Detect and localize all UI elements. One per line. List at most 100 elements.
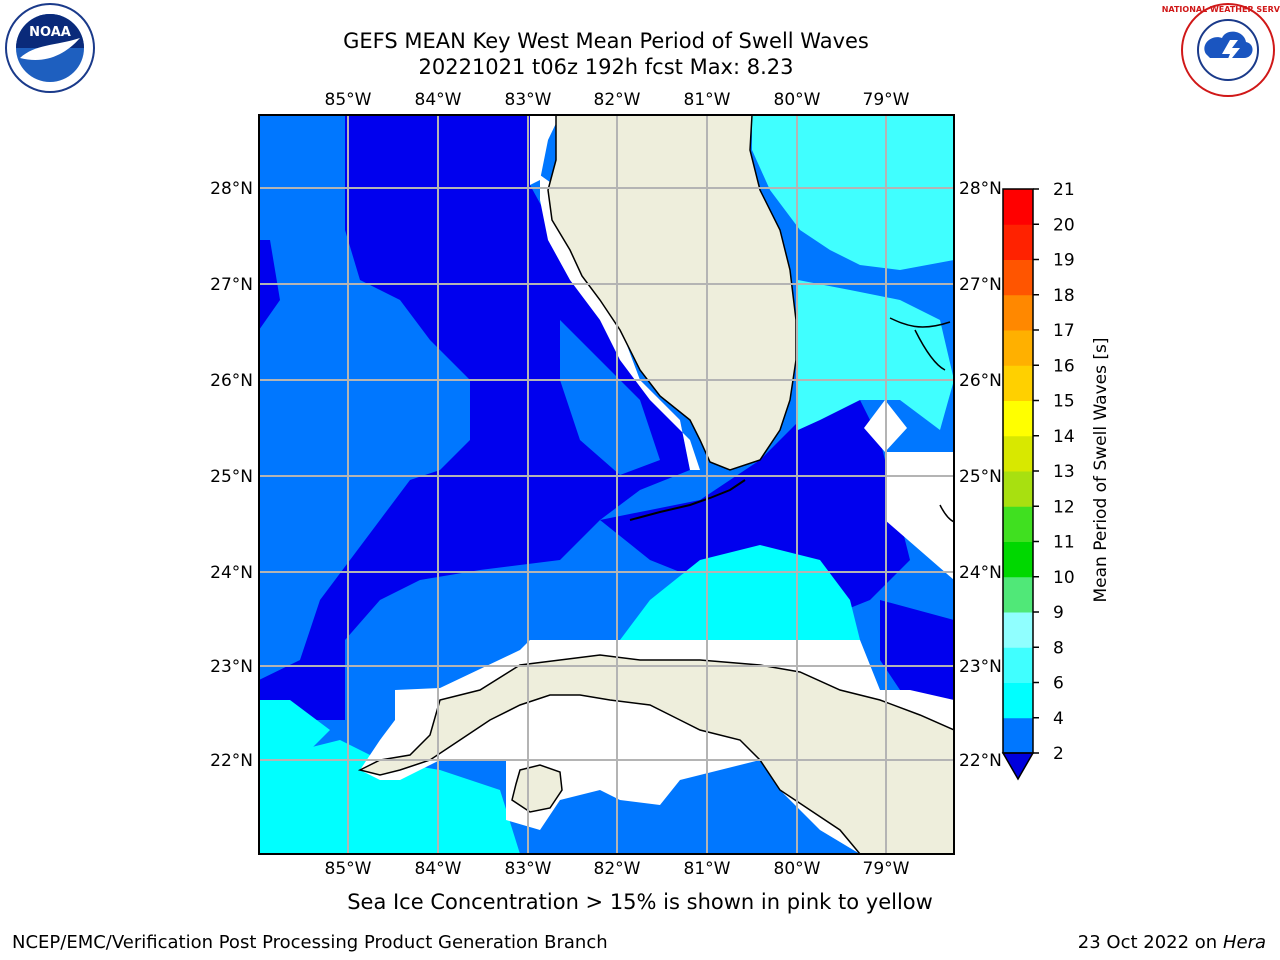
lon-label: 84°W <box>415 90 462 110</box>
footer-date-text: 23 Oct 2022 on <box>1077 932 1218 953</box>
andros-island <box>939 504 954 523</box>
florida-landmass <box>547 115 797 471</box>
colorbar-tick-label: 15 <box>1053 392 1075 412</box>
colorbar-tick-label: 4 <box>1053 709 1064 729</box>
lon-label: 83°W <box>505 859 552 879</box>
lat-label: 28°N <box>959 179 1002 199</box>
colorbar-tick-label: 12 <box>1053 497 1075 517</box>
abaco-island <box>914 329 946 371</box>
lon-labels-top: 85°W 84°W 83°W 82°W 81°W 80°W 79°W <box>325 90 910 110</box>
lon-label: 79°W <box>863 859 910 879</box>
lat-label: 25°N <box>210 467 253 487</box>
colorbar: 2 4 6 8 9 10 11 12 13 14 15 16 17 18 19 20 21 <box>1001 180 1075 781</box>
lat-label: 24°N <box>210 563 253 583</box>
colorbar-segment <box>1003 717 1033 754</box>
ocean-dark-zone-east <box>880 600 954 720</box>
lat-label: 28°N <box>210 179 253 199</box>
colorbar-segment <box>1003 365 1033 401</box>
footer-machine: Hera <box>1222 932 1266 953</box>
lon-label: 80°W <box>774 859 821 879</box>
noaa-logo: NOAA <box>5 3 95 93</box>
colorbar-segment <box>1003 647 1033 683</box>
ocean-cyan-southwest <box>259 740 520 854</box>
colorbar-tick-label: 2 <box>1053 744 1064 764</box>
colorbar-segment <box>1003 576 1033 613</box>
colorbar-segment <box>1003 435 1033 472</box>
colorbar-tick-label: 8 <box>1053 638 1064 658</box>
colorbar-segment <box>1003 682 1033 719</box>
colorbar-tick-label: 19 <box>1053 251 1075 271</box>
ocean-cyan-atlantic-south <box>798 280 954 430</box>
colorbar-segment <box>1003 541 1033 578</box>
isla-de-la-juventud <box>511 764 563 813</box>
lon-label: 83°W <box>505 90 552 110</box>
lat-labels-right: 28°N 27°N 26°N 25°N 24°N 23°N 22°N <box>959 179 1002 771</box>
lat-label: 23°N <box>959 657 1002 677</box>
colorbar-tick-label: 21 <box>1053 180 1075 200</box>
mask-area-bahamas-east <box>885 452 954 580</box>
ocean-cyan-yucatan <box>259 700 330 760</box>
lat-labels-left: 28°N 27°N 26°N 25°N 24°N 23°N 22°N <box>210 179 253 771</box>
colorbar-tick-label: 13 <box>1053 462 1075 482</box>
colorbar-segment <box>1003 294 1033 331</box>
chart-subtitle: 20221021 t06z 192h fcst Max: 8.23 <box>418 55 794 79</box>
lat-label: 24°N <box>959 563 1002 583</box>
colorbar-segment <box>1003 471 1033 507</box>
ocean-mid-zone-bay <box>560 320 660 475</box>
colorbar-tick-label: 18 <box>1053 286 1075 306</box>
colorbar-tick-label: 9 <box>1053 603 1064 623</box>
footer-credit: NCEP/EMC/Verification Post Processing Pr… <box>12 932 608 953</box>
lon-label: 85°W <box>325 859 372 879</box>
colorbar-label: Mean Period of Swell Waves [s] <box>1091 338 1111 603</box>
colorbar-segment <box>1003 330 1033 366</box>
lat-label: 22°N <box>959 751 1002 771</box>
colorbar-tick-label: 14 <box>1053 427 1075 447</box>
sea-ice-note: Sea Ice Concentration > 15% is shown in … <box>347 890 933 914</box>
florida-keys <box>629 479 746 521</box>
lat-label: 23°N <box>210 657 253 677</box>
lat-label: 26°N <box>210 371 253 391</box>
colorbar-segment <box>1003 189 1033 225</box>
colorbar-tick-label: 6 <box>1053 674 1064 694</box>
chart-title: GEFS MEAN Key West Mean Period of Swell … <box>343 29 869 53</box>
colorbar-segment <box>1003 400 1033 437</box>
lon-label: 79°W <box>863 90 910 110</box>
lon-label: 80°W <box>774 90 821 110</box>
lon-label: 84°W <box>415 859 462 879</box>
lon-labels-bottom: 85°W 84°W 83°W 82°W 81°W 80°W 79°W <box>325 859 910 879</box>
footer-date: 23 Oct 2022 on Hera <box>1078 932 1266 953</box>
mask-area-tampa <box>530 115 560 185</box>
colorbar-tick-label: 16 <box>1053 356 1075 376</box>
ocean-dark-zone-west <box>259 115 690 720</box>
nws-logo: NATIONAL WEATHER SERVICE <box>1162 3 1280 97</box>
lat-label: 26°N <box>959 371 1002 391</box>
ocean-dark-zone-straits <box>600 400 910 620</box>
colorbar-segment <box>1003 224 1033 260</box>
lon-label: 81°W <box>684 859 731 879</box>
ocean-cyan-straits <box>620 545 860 640</box>
ocean-cyan-atlantic-north <box>752 115 954 270</box>
swell-period-field <box>259 115 954 854</box>
colorbar-tick-label: 10 <box>1053 568 1075 588</box>
noaa-logo-text: NOAA <box>29 25 71 40</box>
nws-logo-text: NATIONAL WEATHER SERVICE <box>1162 5 1280 14</box>
lat-label: 25°N <box>959 467 1002 487</box>
lon-label: 81°W <box>684 90 731 110</box>
colorbar-tick-label: 11 <box>1053 533 1075 553</box>
colorbar-extension <box>1001 752 1035 781</box>
lat-label: 22°N <box>210 751 253 771</box>
colorbar-segment <box>1003 259 1033 296</box>
lat-label: 27°N <box>959 275 1002 295</box>
lat-label: 27°N <box>210 275 253 295</box>
map-frame <box>258 114 955 855</box>
lon-label: 82°W <box>594 90 641 110</box>
lon-label: 82°W <box>594 859 641 879</box>
grand-bahama-island <box>889 317 951 328</box>
map-graticule <box>259 115 954 854</box>
colorbar-segment <box>1003 612 1033 648</box>
colorbar-segment <box>1003 506 1033 542</box>
colorbar-tick-label: 20 <box>1053 215 1075 235</box>
lon-label: 85°W <box>325 90 372 110</box>
colorbar-tick-label: 17 <box>1053 321 1075 341</box>
